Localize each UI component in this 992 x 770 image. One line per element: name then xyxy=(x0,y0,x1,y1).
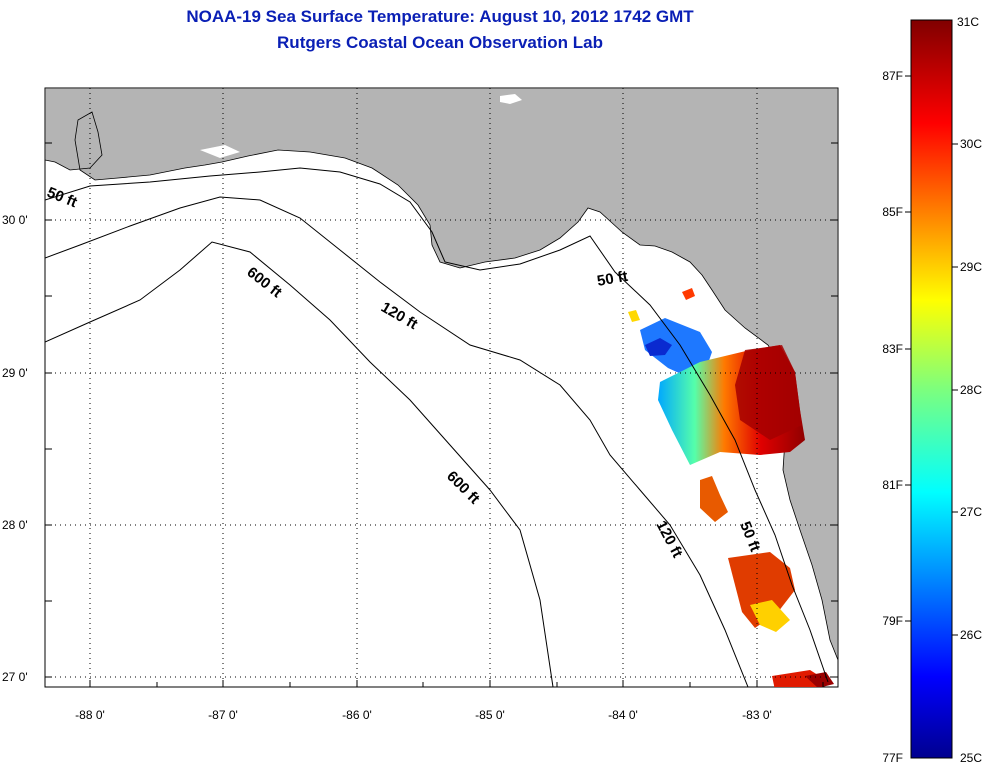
contour-600ft xyxy=(45,241,554,687)
bay xyxy=(200,145,240,158)
colorbar-fahrenheit-label: 79F xyxy=(882,614,903,628)
colorbar-fahrenheit-label: 77F xyxy=(882,751,903,765)
contour-50ft xyxy=(45,167,829,683)
lon-label: -88 0' xyxy=(75,708,105,722)
colorbar-fahrenheit-label: 81F xyxy=(882,478,903,492)
sst-data xyxy=(628,288,834,687)
colorbar-fahrenheit-label: 87F xyxy=(882,69,903,83)
lon-label: -85 0' xyxy=(475,708,505,722)
contour-label: 50 ft xyxy=(596,268,629,290)
axis-ticks xyxy=(45,142,838,687)
colorbar-celsius-label: 25C xyxy=(960,751,982,765)
map-subtitle: Rutgers Coastal Ocean Observation Lab xyxy=(277,33,603,52)
colorbar-celsius-label: 26C xyxy=(960,628,982,642)
lat-label: 29 0' xyxy=(2,366,28,380)
map-title: NOAA-19 Sea Surface Temperature: August … xyxy=(186,7,694,26)
colorbar-fahrenheit-label: 85F xyxy=(882,205,903,219)
colorbar xyxy=(910,19,953,759)
lon-label: -83 0' xyxy=(742,708,772,722)
lon-label: -87 0' xyxy=(208,708,238,722)
colorbar-celsius-label: 31C xyxy=(957,15,979,29)
colorbar-ticks xyxy=(905,75,958,636)
lon-label: -86 0' xyxy=(342,708,372,722)
colorbar-celsius-label: 28C xyxy=(960,383,982,397)
lat-label: 27 0' xyxy=(2,670,28,684)
colorbar-celsius-label: 30C xyxy=(960,137,982,151)
lat-label: 30 0' xyxy=(2,213,28,227)
contour-120ft xyxy=(45,196,749,687)
colorbar-celsius-label: 29C xyxy=(960,260,982,274)
colorbar-fahrenheit-label: 83F xyxy=(882,342,903,356)
colorbar-celsius-label: 27C xyxy=(960,505,982,519)
graticule xyxy=(45,88,838,687)
lake xyxy=(500,94,522,104)
lat-label: 28 0' xyxy=(2,518,28,532)
lon-label: -84 0' xyxy=(608,708,638,722)
